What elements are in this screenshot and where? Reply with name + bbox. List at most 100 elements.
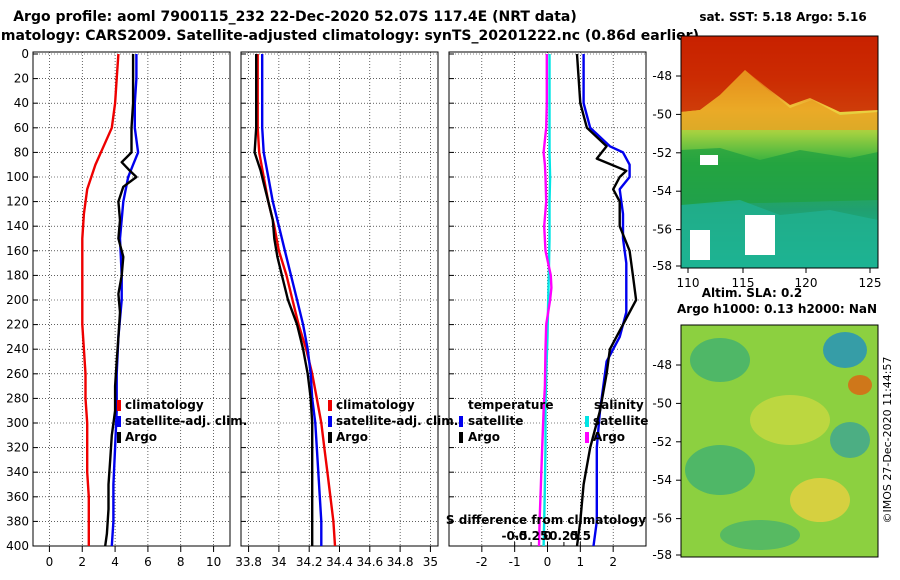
lat-tick-label: -56 [652, 512, 672, 526]
s-tick-label: -0.25 [514, 529, 549, 543]
sst-map-frame [680, 35, 879, 269]
depth-tick-label: 300 [6, 416, 29, 430]
depth-tick-label: 20 [14, 72, 29, 86]
series-line-climatology [81, 53, 120, 546]
legend-swatch-sal-argo [585, 432, 589, 443]
x-tick-label: 10 [206, 555, 221, 569]
lat-tick-label: -50 [652, 396, 672, 410]
legend-swatch-climatology [117, 400, 121, 411]
sla-blob [690, 338, 750, 382]
depth-tick-label: 180 [6, 268, 29, 282]
legend-label-temp-argo: Argo [468, 430, 500, 444]
lat-tick-label: -52 [652, 435, 672, 449]
x-tick-label: 0 [46, 555, 54, 569]
depth-tick-label: 280 [6, 391, 29, 405]
x-tick-label: 34.2 [296, 555, 323, 569]
series-line-salinity-argo [537, 54, 553, 546]
x-tick-label: -2 [476, 555, 488, 569]
sst-map: -48 -50 -52 -54 -56 -58 110 115 120 125 [652, 35, 882, 290]
lat-tick-label: -48 [652, 69, 672, 83]
depth-tick-label: 60 [14, 121, 29, 135]
x-tick-label: 34.4 [326, 555, 353, 569]
sst-warm-tongue [681, 36, 878, 112]
series-line-temperature-satellite [582, 54, 631, 546]
depth-tick-label: 140 [6, 219, 29, 233]
x-tick-label: 0 [544, 555, 552, 569]
temperature-legend: climatology satellite-adj. clim. Argo [117, 398, 247, 444]
legend-swatch-temp-argo [459, 432, 463, 443]
depth-tick-label: 220 [6, 318, 29, 332]
sla-blob [790, 478, 850, 522]
depth-tick-label: 40 [14, 96, 29, 110]
legend-swatch-argo [117, 432, 121, 443]
legend-title-salinity: salinity [594, 398, 644, 412]
x-tick-label: 6 [144, 555, 152, 569]
x-tick-label: 34.8 [387, 555, 414, 569]
sla-map: -48 -50 -52 -54 -56 -58 [652, 324, 879, 562]
x-tick-label: 4 [111, 555, 119, 569]
sla-blob [823, 332, 867, 368]
legend-label-sal-satellite: satellite [593, 414, 648, 428]
legend-label-sal-argo: Argo [593, 430, 625, 444]
series-line-argo [104, 54, 138, 546]
depth-tick-label: 240 [6, 342, 29, 356]
credit-text: ©IMOS 27-Dec-2020 11:44:57 [881, 357, 894, 524]
lat-tick-label: -50 [652, 107, 672, 121]
difference-legend: temperature satellite Argo salinity sate… [459, 398, 648, 444]
depth-tick-label: 320 [6, 441, 29, 455]
x-tick-label: 8 [177, 555, 185, 569]
lon-tick-label: 110 [677, 276, 700, 290]
legend-swatch-sal-satellite [585, 416, 589, 427]
legend-label-climatology: climatology [336, 398, 415, 412]
legend-label-satellite: satellite-adj. clim. [125, 414, 247, 428]
figure-title-line1: Argo profile: aoml 7900115_232 22-Dec-20… [13, 9, 577, 25]
lat-tick-label: -54 [652, 184, 672, 198]
depth-tick-label: 340 [6, 465, 29, 479]
s-tick-label: -0.5 [502, 529, 528, 543]
sla-blob [720, 520, 800, 550]
lon-tick-label: 125 [859, 276, 882, 290]
legend-label-argo: Argo [336, 430, 368, 444]
salinity-legend: climatology satellite-adj. clim. Argo [328, 398, 458, 444]
x-tick-label: -1 [509, 555, 521, 569]
depth-tick-label: 80 [14, 145, 29, 159]
lat-tick-label: -58 [652, 259, 672, 273]
depth-tick-label: 400 [6, 539, 29, 553]
sst-cyan-region [681, 200, 878, 268]
legend-swatch-climatology [328, 400, 332, 411]
depth-tick-label: 260 [6, 367, 29, 381]
sst-missing-patch [690, 230, 710, 260]
sla-map-frame [680, 324, 879, 558]
depth-tick-label: 100 [6, 170, 29, 184]
depth-tick-label: 380 [6, 514, 29, 528]
depth-axis: 0 20 40 60 80 100 120 140 160 180 200 220 240 260 280 3… [6, 47, 29, 553]
x-tick-label: 2 [78, 555, 86, 569]
depth-tick-label: 120 [6, 195, 29, 209]
sst-missing-patch [700, 155, 718, 165]
legend-label-argo: Argo [125, 430, 157, 444]
sla-blob [848, 375, 872, 395]
x-tick-label: 34.6 [356, 555, 383, 569]
lat-tick-label: -48 [652, 358, 672, 372]
sla-map-title2: Argo h1000: 0.13 h2000: NaN [677, 302, 877, 316]
s-tick-label: 0.5 [570, 529, 591, 543]
legend-label-climatology: climatology [125, 398, 204, 412]
legend-swatch-argo [328, 432, 332, 443]
lat-tick-label: -56 [652, 223, 672, 237]
sst-missing-patch [745, 215, 775, 255]
legend-swatch-temp-satellite [459, 416, 463, 427]
x-tick-label: 35 [423, 555, 438, 569]
legend-title-temperature: temperature [468, 398, 553, 412]
series-line-satellite-adj-clim- [261, 54, 323, 546]
s-tick-label: 0 [543, 529, 551, 543]
series-line-argo [253, 54, 314, 546]
s-difference-axis: S difference from climatology -0.5-0.250… [446, 513, 646, 546]
x-tick-label: 2 [609, 555, 617, 569]
lat-tick-label: -52 [652, 146, 672, 160]
lon-tick-label: 115 [732, 276, 755, 290]
s-tick-label: 0.25 [549, 529, 579, 543]
sst-orange-band [681, 70, 878, 130]
lat-tick-label: -58 [652, 548, 672, 562]
sla-blob [685, 445, 755, 495]
